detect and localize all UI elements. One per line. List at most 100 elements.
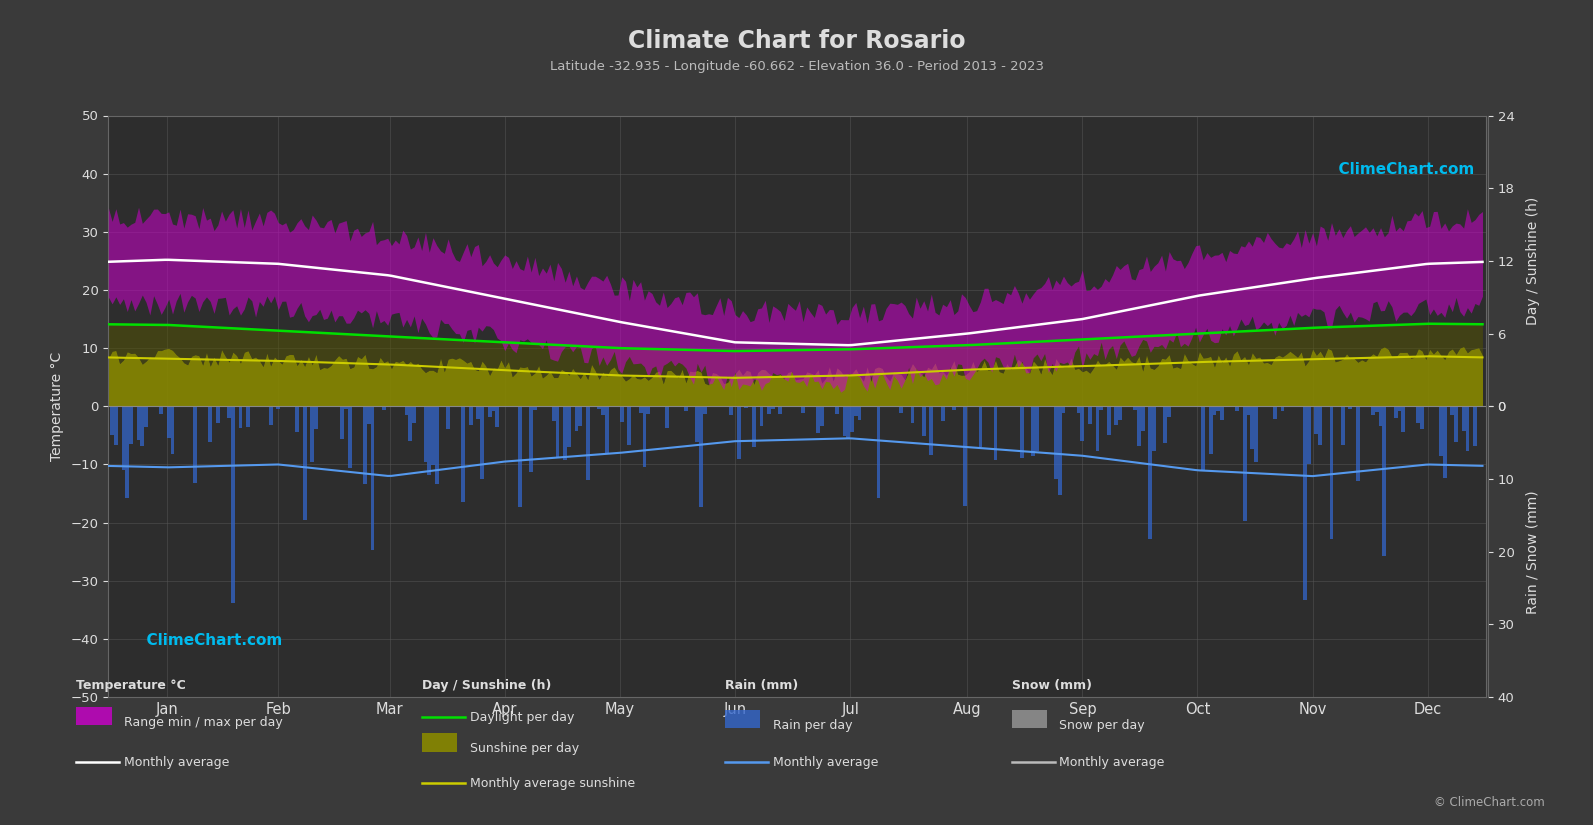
Text: Monthly average sunshine: Monthly average sunshine [470,777,636,790]
Bar [768,407,771,414]
Bar [978,407,983,447]
Bar [1391,407,1394,408]
Text: Latitude -32.935 - Longitude -60.662 - Elevation 36.0 - Period 2013 - 2023: Latitude -32.935 - Longitude -60.662 - E… [550,60,1043,73]
Bar [1325,407,1330,408]
Bar [462,407,465,502]
Bar [1254,407,1258,462]
Bar [1077,407,1080,413]
Bar [468,407,473,425]
Bar [495,407,499,427]
Bar [1341,407,1344,445]
Bar [760,407,763,426]
Bar [239,407,242,427]
Text: Monthly average: Monthly average [1059,756,1164,769]
Text: Snow (mm): Snow (mm) [1012,679,1091,692]
Bar [1243,407,1247,521]
Bar [408,407,413,441]
Bar [314,407,319,428]
Bar [413,407,416,423]
Bar [140,407,145,446]
Bar [851,407,854,432]
Bar [567,407,570,447]
Bar [110,407,115,436]
Bar [820,407,824,426]
Bar [363,407,366,484]
Bar [529,407,534,472]
Bar [1306,407,1311,464]
Bar [1454,407,1458,442]
Bar [578,407,581,426]
Bar [269,407,272,425]
Bar [1462,407,1466,431]
Bar [1416,407,1421,422]
Bar [1397,407,1402,411]
Text: Daylight per day: Daylight per day [470,711,575,724]
Bar [1383,407,1386,556]
Bar [1149,407,1152,540]
Bar [228,407,231,418]
Bar [1020,407,1024,459]
Bar [738,407,741,459]
Bar [371,407,374,549]
Bar [683,407,688,411]
Bar [744,407,749,408]
Bar [129,407,132,444]
Bar [1118,407,1121,420]
Bar [347,407,352,469]
Y-axis label: Day / Sunshine (h): Day / Sunshine (h) [1526,197,1540,325]
Bar [126,407,129,497]
Bar [427,407,432,474]
Bar [145,407,148,427]
Bar [1096,407,1099,451]
Bar [1088,407,1091,424]
Bar [424,407,427,462]
Bar [231,407,234,603]
Bar [1273,407,1276,418]
Bar [801,407,804,413]
Bar [170,407,174,455]
Bar [518,407,523,507]
Bar [779,407,782,414]
Text: Temperature °C: Temperature °C [76,679,186,692]
Bar [193,407,198,483]
Bar [1356,407,1360,481]
Bar [752,407,755,447]
Bar [1080,407,1085,441]
Bar [816,407,820,433]
Bar [941,407,945,421]
Bar [699,407,703,507]
Text: ClimeChart.com: ClimeChart.com [135,633,282,648]
Bar [994,407,997,460]
Bar [1031,407,1035,456]
Text: Rain (mm): Rain (mm) [725,679,798,692]
Bar [435,407,438,483]
Bar [1058,407,1061,495]
Bar [1061,407,1066,413]
Y-axis label: Rain / Snow (mm): Rain / Snow (mm) [1526,490,1539,614]
Bar [405,407,408,415]
Bar [1330,407,1333,540]
Bar [534,407,537,410]
Text: Monthly average: Monthly average [124,756,229,769]
Bar [1443,407,1446,478]
Bar [1220,407,1223,421]
Bar [341,407,344,439]
Bar [209,407,212,442]
Bar [137,407,140,440]
Bar [639,407,642,413]
Text: © ClimeChart.com: © ClimeChart.com [1434,795,1545,808]
Bar [1099,407,1102,410]
Bar [1251,407,1254,450]
Bar [556,407,559,456]
Bar [1163,407,1168,443]
Bar [382,407,386,410]
Bar [876,407,881,498]
Bar [898,407,903,412]
Bar [217,407,220,423]
Bar [922,407,926,436]
Bar [344,407,347,409]
Text: Range min / max per day: Range min / max per day [124,716,284,728]
Bar [964,407,967,506]
Bar [835,407,840,414]
Y-axis label: Day / Sunshine (h): Day / Sunshine (h) [0,342,14,470]
